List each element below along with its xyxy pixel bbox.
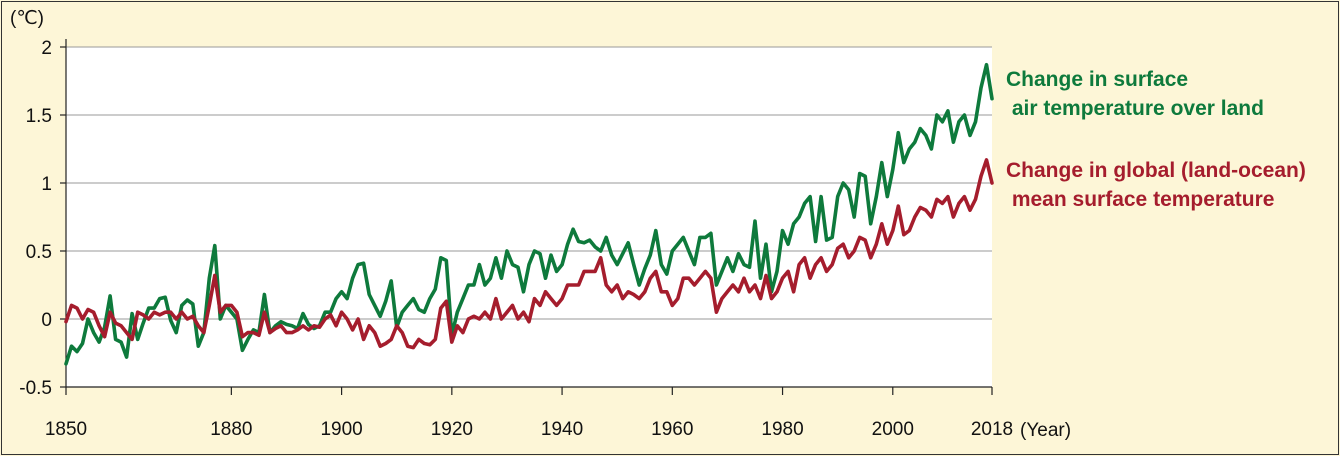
x-tick-label: 1850 [45,419,87,440]
x-tick-label: 1900 [320,419,362,440]
y-axis-unit-label: (℃) [10,8,44,29]
series-lines [64,62,994,366]
y-tick-label: 0.5 [26,242,52,263]
y-axis-ticks: -0.5 0 0.5 1 1.5 2 [19,38,67,399]
y-tick-label: 2 [41,38,52,59]
y-tick-label: -0.5 [19,378,52,399]
x-tick-label: 2000 [872,419,914,440]
legend-entry-1: Change in surface air temperature over l… [1006,68,1264,120]
legend-entry-line: Change in global (land-ocean) [1006,159,1306,182]
plot-area [66,47,992,387]
x-tick-label: 2018 [971,419,1013,440]
series-line-2 [64,158,994,350]
x-tick-label: 1980 [761,419,803,440]
x-tick-label: 1880 [210,419,252,440]
x-tick-label: 1920 [431,419,473,440]
legend: Change in surface air temperature over l… [1006,68,1306,211]
x-axis-ticks: 1850 1880 1900 1920 1940 1960 1980 2000 2018 [45,386,1013,440]
gridlines [66,46,992,388]
legend-entry-line: mean surface temperature [1006,188,1274,211]
x-tick-label: 1960 [651,419,693,440]
y-tick-label: 0 [41,310,52,331]
legend-entry-line: Change in surface [1006,68,1188,91]
y-tick-label: 1 [41,174,52,195]
y-tick-label: 1.5 [26,106,52,127]
legend-entry-2: Change in global (land-ocean) mean surfa… [1006,159,1306,211]
legend-entry-line: air temperature over land [1006,97,1264,120]
x-tick-label: 1940 [541,419,583,440]
x-axis-unit-label: (Year) [1020,420,1071,441]
series-line-1 [64,62,994,366]
